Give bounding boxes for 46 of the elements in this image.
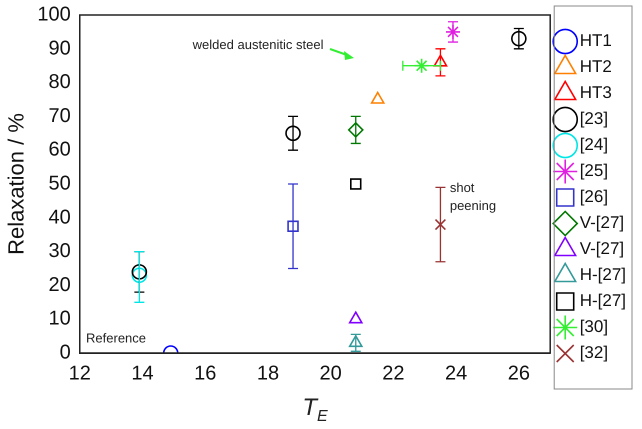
legend-label: [32]	[580, 343, 608, 362]
x-tick-label: 26	[508, 362, 530, 385]
point	[287, 220, 299, 232]
y-tick-label: 30	[48, 240, 71, 262]
point	[445, 24, 461, 40]
legend-label: [23]	[580, 109, 608, 128]
y-tick-label: 70	[48, 104, 71, 127]
x-tick-label: 18	[256, 362, 280, 385]
annotation: shot peening	[450, 180, 496, 214]
y-axis-title: Relaxation / %	[3, 113, 28, 255]
legend-label: V-[27]	[580, 213, 624, 232]
y-tick-label: 20	[48, 274, 71, 296]
point	[414, 58, 430, 74]
legend-label: H-[27]	[580, 265, 626, 284]
point	[434, 218, 446, 230]
point	[348, 335, 363, 348]
y-tick-label: 0	[60, 342, 71, 364]
legend-label: HT1	[580, 31, 612, 50]
x-tick-label: 16	[194, 362, 216, 385]
x-tick-label: 24	[444, 362, 468, 385]
x-tick-label: 20	[320, 362, 342, 385]
legend-label: V-[27]	[580, 239, 624, 258]
legend-label: [25]	[580, 161, 608, 180]
x-tick-label: 12	[68, 362, 91, 385]
y-tick-label: 50	[48, 172, 71, 195]
y-tick-label: 60	[48, 138, 71, 161]
legend-label: H-[27]	[580, 291, 626, 310]
y-tick-label: 100	[37, 4, 71, 26]
legend-label: [26]	[580, 187, 608, 206]
point	[350, 178, 362, 190]
point	[511, 30, 527, 46]
x-tick-label: 22	[382, 362, 405, 385]
point	[348, 311, 363, 324]
y-tick-label: 80	[48, 71, 71, 94]
legend-label: [30]	[580, 317, 608, 336]
x-tick-label: 14	[131, 362, 154, 385]
legend-label: HT3	[580, 83, 612, 102]
y-tick-label: 10	[48, 308, 71, 330]
y-tick-label: 40	[48, 206, 71, 228]
point	[348, 122, 364, 138]
point	[285, 126, 301, 142]
annotation: Reference	[86, 330, 146, 346]
legend-label: HT2	[580, 57, 612, 76]
annotation: welded austenitic steel	[192, 37, 324, 52]
y-tick-label: 90	[48, 37, 71, 60]
legend-label: [24]	[580, 135, 608, 154]
